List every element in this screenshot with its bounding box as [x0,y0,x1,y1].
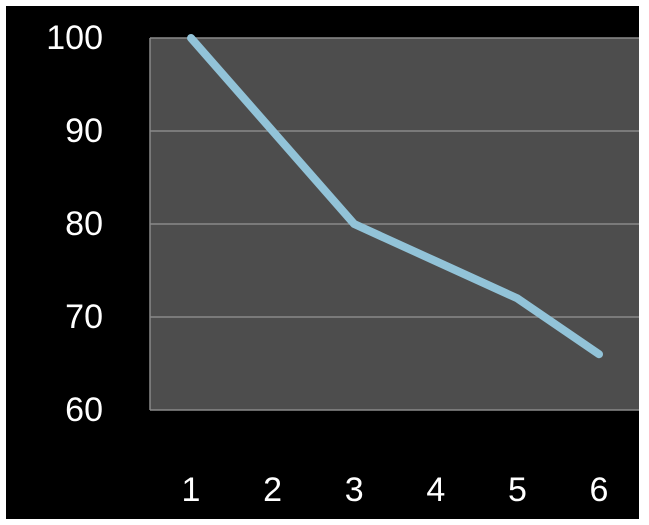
y-tick-label: 100 [46,19,103,57]
y-axis-tick-labels: 100 90 80 70 60 [46,19,103,429]
y-tick-label: 70 [65,298,103,336]
x-tick-label: 1 [182,471,201,509]
y-tick-label: 80 [65,205,103,243]
gridlines [149,37,639,411]
series-group [187,34,603,359]
y-tick-label: 60 [65,391,103,429]
x-tick-label: 2 [263,471,282,509]
x-tick-label: 5 [508,471,527,509]
series-line-1 [187,34,603,359]
x-axis-tick-labels: 1 2 3 4 5 6 [182,471,609,509]
x-tick-label: 3 [345,471,364,509]
x-tick-label: 4 [426,471,445,509]
x-tick-label: 6 [590,471,609,509]
y-tick-label: 90 [65,112,103,150]
